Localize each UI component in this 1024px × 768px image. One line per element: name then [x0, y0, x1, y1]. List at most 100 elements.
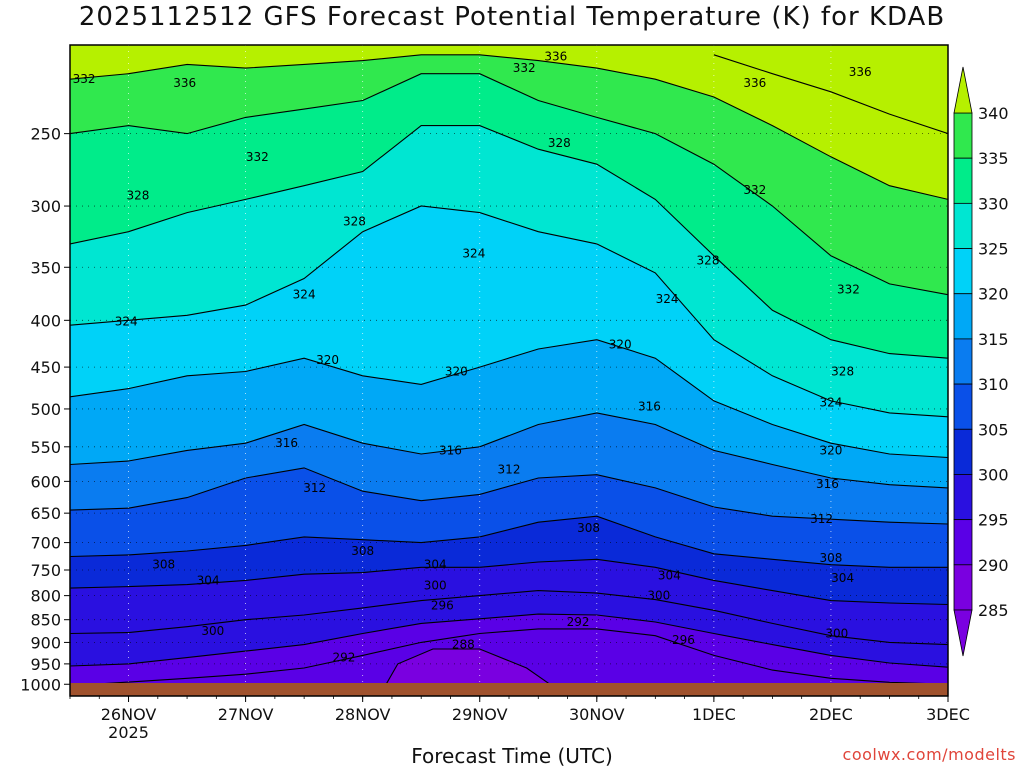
contour-label: 320	[609, 337, 632, 351]
y-tick-label: 250	[30, 125, 61, 144]
y-tick-label: 700	[30, 534, 61, 553]
contour-label: 308	[152, 558, 175, 572]
contour-label: 316	[439, 443, 462, 457]
contour-line-332	[70, 73, 948, 296]
colorbar-label: 340	[978, 104, 1009, 123]
colorbar-label: 285	[978, 601, 1009, 620]
contour-line-328	[70, 125, 948, 359]
colorbar-band	[953, 564, 973, 611]
colorbar-label: 315	[978, 330, 1009, 349]
x-year-label: 2025	[108, 723, 149, 742]
contour-line-300	[70, 590, 948, 646]
colorbar-label: 310	[978, 375, 1009, 394]
y-tick-label: 350	[30, 258, 61, 277]
colorbar-top-arrow	[953, 66, 973, 114]
y-tick-label: 400	[30, 311, 61, 330]
x-tick-label: 30NOV	[569, 705, 625, 724]
contour-label: 324	[115, 314, 138, 328]
x-tick-label: 2DEC	[809, 705, 853, 724]
colorbar-band	[953, 383, 973, 430]
colorbar-band	[953, 338, 973, 385]
contour-line-292	[93, 628, 948, 685]
colorbar-band	[953, 112, 973, 159]
x-axis: 26NOV 27NOV 28NOV 29NOV 30NOV 1DEC 2DEC 3DEC 202…	[69, 696, 970, 742]
credit-text: coolwx.com/modelts	[842, 745, 1016, 764]
colorbar-band	[953, 248, 973, 295]
x-tick-label: 27NOV	[218, 705, 274, 724]
contour-label: 324	[819, 396, 842, 410]
contour-labels: 332 336 332 328 328 324 332 336 328 336 336 332 328 3…	[73, 50, 872, 665]
contour-label: 332	[743, 183, 766, 197]
y-axis: 250 300 350 400 450 500 550 600 650 700 750 800 850 9…	[20, 125, 70, 694]
contour-line-312	[70, 467, 948, 525]
contour-label: 320	[445, 364, 468, 378]
contour-label: 336	[743, 76, 766, 90]
contour-line-340	[713, 54, 948, 135]
colorbar-label: 335	[978, 149, 1009, 168]
contour-label: 324	[462, 246, 485, 260]
contour-line-296	[70, 613, 948, 668]
contour-label: 332	[513, 61, 536, 75]
contour-lines	[70, 54, 948, 687]
y-tick-label: 1000	[20, 675, 61, 694]
contour-label: 292	[567, 615, 590, 629]
colorbar-label: 300	[978, 465, 1009, 484]
contour-label: 312	[303, 481, 326, 495]
contour-label: 328	[343, 215, 366, 229]
contour-line-320	[70, 339, 948, 459]
contour-line-336	[70, 54, 948, 200]
colorbar-label: 320	[978, 285, 1009, 304]
plot-area	[70, 45, 948, 696]
contour-line-308	[70, 515, 948, 568]
colorbar-label: 305	[978, 420, 1009, 439]
contour-label: 308	[577, 521, 600, 535]
colorbar-bottom-arrow	[953, 609, 973, 657]
contour-label: 328	[548, 136, 571, 150]
x-tick-label: 26NOV	[101, 705, 157, 724]
contour-label: 300	[825, 626, 848, 640]
contour-label: 300	[201, 624, 224, 638]
contour-label: 304	[658, 568, 681, 582]
y-tick-label: 500	[30, 400, 61, 419]
colorbar: 340 335 330 325 320 315 310 305 300 295 290 285	[953, 66, 1009, 657]
contour-label: 308	[351, 544, 374, 558]
contour-line-324	[70, 205, 948, 418]
band-fill-288	[386, 649, 550, 687]
colorbar-label: 330	[978, 194, 1009, 213]
y-tick-label: 950	[30, 655, 61, 674]
contour-label: 320	[819, 443, 842, 457]
colorbar-band	[953, 428, 973, 475]
contour-label: 320	[316, 353, 339, 367]
colorbar-band	[953, 474, 973, 521]
contour-label: 316	[275, 436, 298, 450]
y-tick-label: 300	[30, 197, 61, 216]
chart-title: 2025112512 GFS Forecast Potential Temper…	[78, 2, 946, 32]
contour-label: 332	[73, 72, 96, 86]
contour-label: 304	[831, 571, 854, 585]
contour-label: 336	[849, 65, 872, 79]
contour-label: 332	[837, 282, 860, 296]
contour-label: 336	[544, 50, 567, 64]
contour-label: 316	[816, 477, 839, 491]
contour-line-316	[70, 412, 948, 489]
colorbar-label: 295	[978, 511, 1009, 530]
contour-label: 324	[293, 288, 316, 302]
x-tick-label: 28NOV	[335, 705, 391, 724]
ground-strip	[70, 683, 948, 696]
contour-label: 324	[656, 292, 679, 306]
band-fill-340	[713, 45, 948, 134]
y-tick-label: 800	[30, 587, 61, 606]
y-tick-label: 650	[30, 504, 61, 523]
contour-label: 296	[672, 633, 695, 647]
y-tick-label: 850	[30, 611, 61, 630]
contour-label: 312	[810, 512, 833, 526]
contour-label: 300	[424, 579, 447, 593]
y-tick-label: 750	[30, 561, 61, 580]
colorbar-band	[953, 519, 973, 566]
contour-label: 308	[819, 551, 842, 565]
contour-line-304	[70, 558, 948, 606]
colorbar-label: 290	[978, 556, 1009, 575]
contour-label: 336	[173, 76, 196, 90]
contour-label: 288	[452, 638, 475, 652]
